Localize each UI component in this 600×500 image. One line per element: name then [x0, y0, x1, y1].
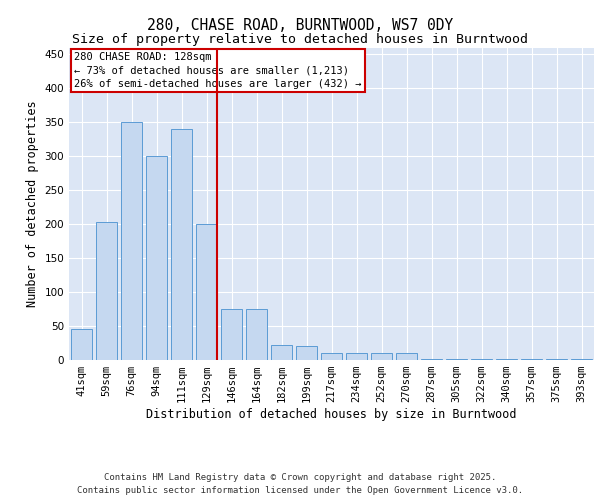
Text: 280 CHASE ROAD: 128sqm
← 73% of detached houses are smaller (1,213)
26% of semi-: 280 CHASE ROAD: 128sqm ← 73% of detached…	[74, 52, 362, 88]
Text: Contains HM Land Registry data © Crown copyright and database right 2025.
Contai: Contains HM Land Registry data © Crown c…	[77, 474, 523, 495]
Text: Size of property relative to detached houses in Burntwood: Size of property relative to detached ho…	[72, 32, 528, 46]
X-axis label: Distribution of detached houses by size in Burntwood: Distribution of detached houses by size …	[146, 408, 517, 421]
Text: 280, CHASE ROAD, BURNTWOOD, WS7 0DY: 280, CHASE ROAD, BURNTWOOD, WS7 0DY	[147, 18, 453, 32]
Bar	[246, 309, 267, 360]
Bar	[321, 353, 342, 360]
Bar	[521, 358, 542, 360]
Bar	[196, 224, 217, 360]
Bar	[221, 309, 242, 360]
Bar	[571, 358, 592, 360]
Bar	[371, 353, 392, 360]
Bar	[396, 353, 417, 360]
Bar	[346, 353, 367, 360]
Y-axis label: Number of detached properties: Number of detached properties	[26, 100, 39, 307]
Bar	[96, 222, 117, 360]
Bar	[421, 358, 442, 360]
Bar	[446, 358, 467, 360]
Bar	[546, 358, 567, 360]
Bar	[146, 156, 167, 360]
Bar	[71, 330, 92, 360]
Bar	[496, 358, 517, 360]
Bar	[171, 129, 192, 360]
Bar	[471, 358, 492, 360]
Bar	[271, 345, 292, 360]
Bar	[296, 346, 317, 360]
Bar	[121, 122, 142, 360]
